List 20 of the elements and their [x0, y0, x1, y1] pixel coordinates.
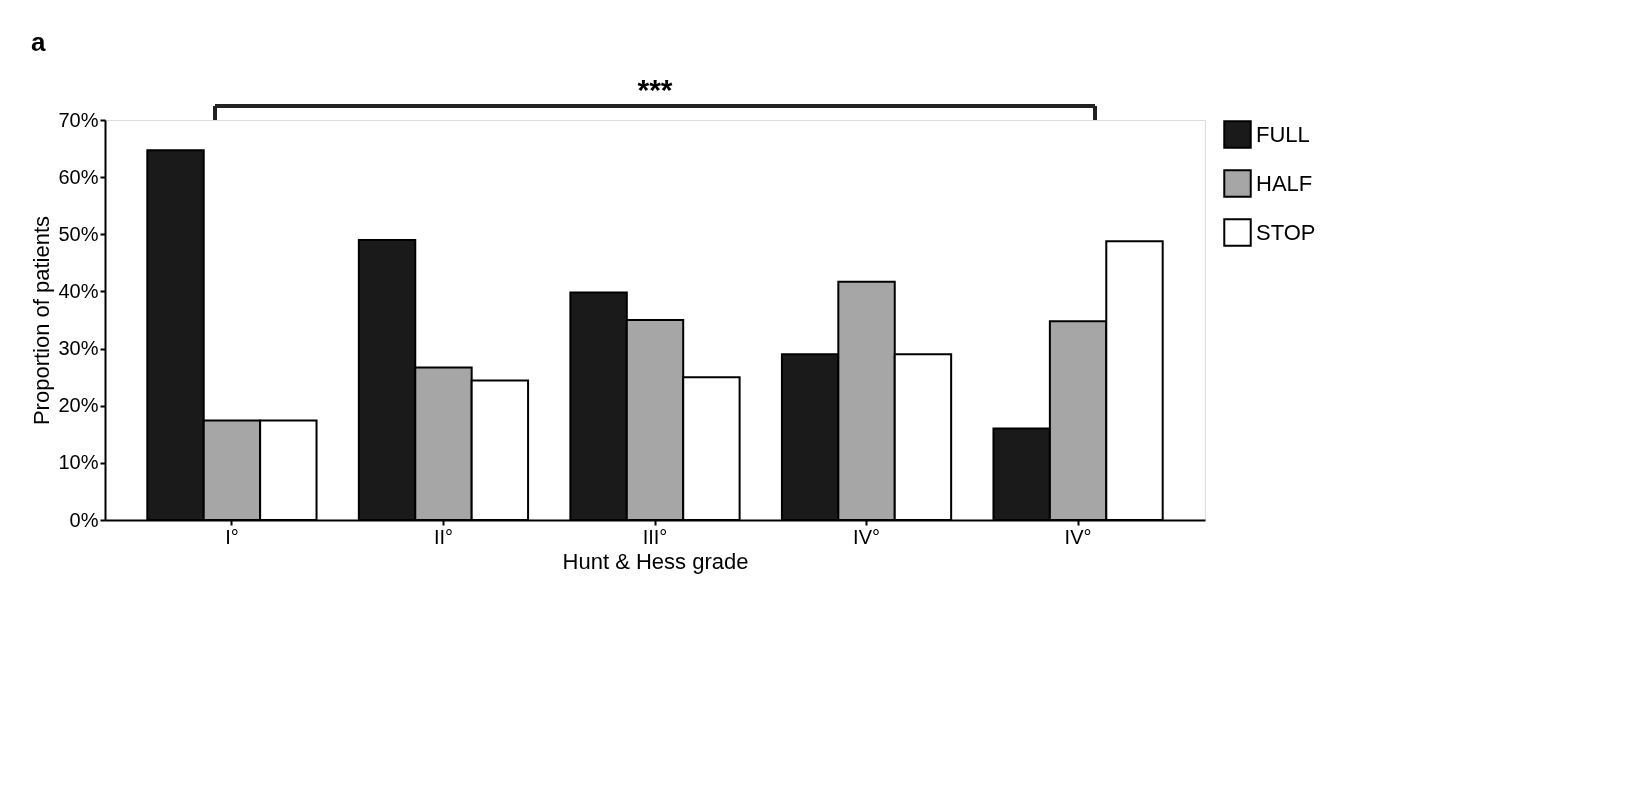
legend-label: STOP — [1256, 219, 1316, 245]
y-tick-label: 0% — [69, 508, 99, 531]
y-tick-label: 70% — [58, 108, 99, 131]
y-tick-label: 30% — [58, 337, 99, 360]
text: *** — [637, 73, 673, 106]
legend-label: HALF — [1256, 170, 1313, 196]
y-tick-label: 50% — [58, 222, 99, 245]
y-tick-label: 10% — [58, 451, 99, 474]
y-tick-label: 40% — [58, 279, 99, 302]
y-tick-label: 20% — [58, 394, 99, 417]
text: a — [30, 27, 46, 57]
x-tick-label: IV° — [1064, 525, 1092, 548]
x-tick-label: I° — [225, 525, 239, 548]
y-tick-label: 60% — [58, 165, 99, 188]
y-axis-title: Proportion of patients — [29, 215, 55, 426]
x-tick-label: II° — [433, 525, 454, 548]
legend-label: FULL — [1256, 121, 1310, 147]
x-axis-title: Hunt & Hess grade — [562, 548, 749, 574]
x-tick-label: IV° — [853, 525, 880, 548]
x-tick-label: III° — [642, 525, 668, 548]
